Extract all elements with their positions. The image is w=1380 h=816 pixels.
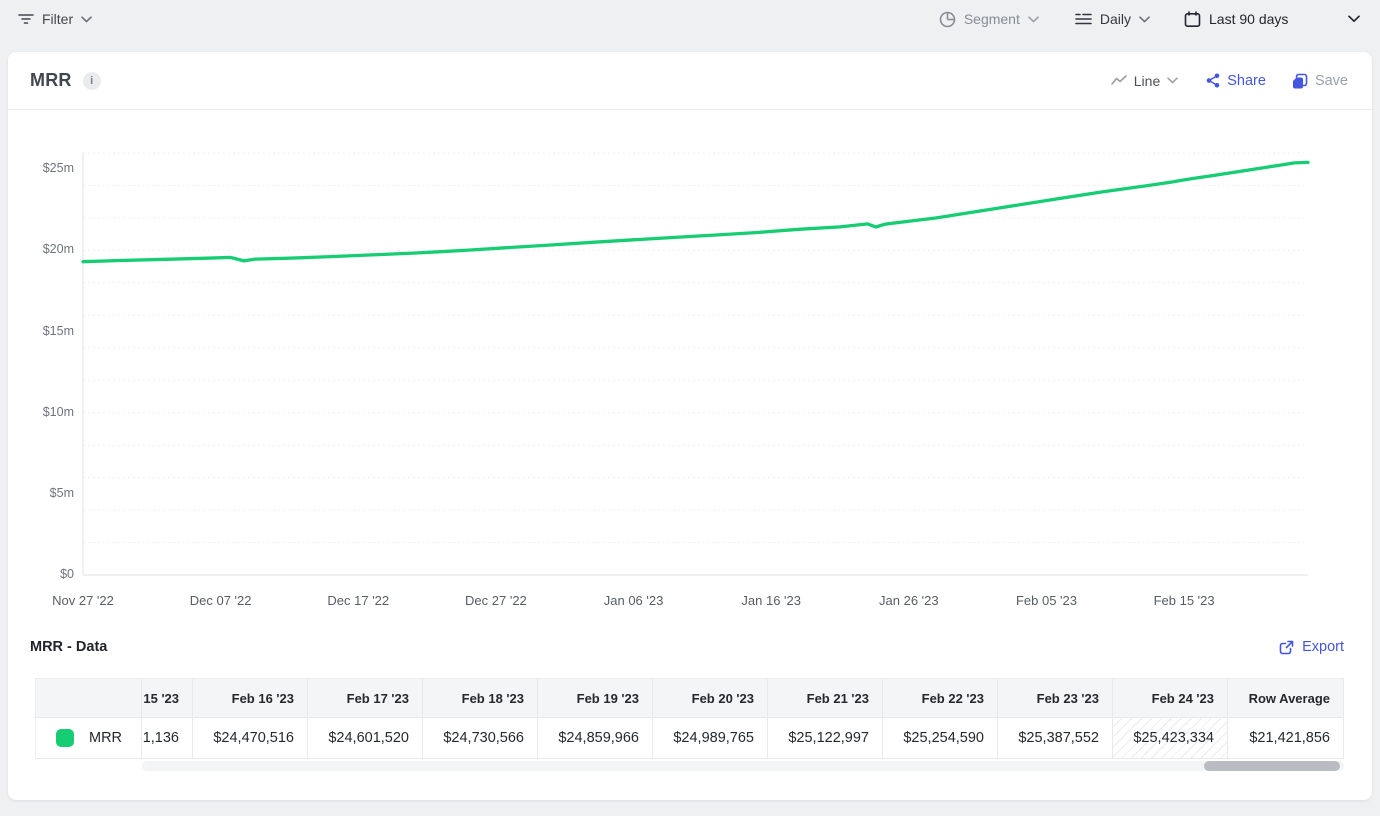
toolbar: Filter Segment Daily <box>0 0 1380 38</box>
segment-label: Segment <box>963 11 1020 27</box>
x-axis-label: Dec 07 '22 <box>189 593 252 608</box>
value-cell: $24,470,516 <box>193 718 308 759</box>
export-label: Export <box>1302 639 1344 655</box>
column-header-cell: Feb 23 '23 <box>998 678 1113 718</box>
row-label-header-cell <box>35 678 142 718</box>
filter-label: Filter <box>42 11 74 27</box>
chevron-down-icon <box>1139 15 1150 23</box>
y-axis-label: $20m <box>42 242 74 257</box>
y-axis-label: $15m <box>42 323 74 338</box>
mrr-data-table: 15 '23 Feb 16 '23 Feb 17 '23 Feb 18 '23 Feb… <box>35 678 1372 759</box>
info-icon[interactable]: i <box>82 71 101 90</box>
calendar-icon <box>1184 10 1201 28</box>
share-icon <box>1206 73 1220 88</box>
x-axis-label: Feb 05 '23 <box>1015 593 1077 608</box>
copy-save-icon <box>1292 73 1308 89</box>
value-cell: $24,859,966 <box>538 718 653 759</box>
date-range-control[interactable]: Last 90 days <box>1184 10 1360 28</box>
value-cell: $21,421,856 <box>1228 718 1344 759</box>
value-cell: $25,387,552 <box>998 718 1113 759</box>
share-button[interactable]: Share <box>1206 73 1266 89</box>
x-axis-label: Jan 26 '23 <box>879 593 939 608</box>
table-header-row: 15 '23 Feb 16 '23 Feb 17 '23 Feb 18 '23 Feb… <box>35 678 1372 718</box>
chart-type-control[interactable]: Line <box>1110 72 1179 89</box>
mrr-card: MRR i Line Share <box>8 52 1372 800</box>
segment-icon <box>939 11 956 28</box>
trend-line-icon <box>1110 75 1127 86</box>
table-title: MRR - Data <box>30 639 108 655</box>
chevron-down-icon <box>1028 15 1039 23</box>
y-axis-label: $25m <box>42 161 74 176</box>
interval-control[interactable]: Daily <box>1075 11 1150 27</box>
value-cell: $24,601,520 <box>308 718 423 759</box>
value-cell-clipped: 1,136 <box>142 718 193 759</box>
horizontal-scrollbar-track[interactable] <box>142 761 1344 771</box>
x-axis-label: Jan 16 '23 <box>741 593 801 608</box>
column-header-cell: Feb 20 '23 <box>653 678 768 718</box>
save-button[interactable]: Save <box>1292 73 1348 89</box>
x-axis-label: Nov 27 '22 <box>52 593 114 608</box>
horizontal-scrollbar-thumb[interactable] <box>1204 761 1340 771</box>
export-button[interactable]: Export <box>1279 639 1344 655</box>
value-cell-incomplete-period: $25,423,334 <box>1113 718 1228 759</box>
x-axis-label: Dec 27 '22 <box>465 593 527 608</box>
export-icon <box>1279 640 1294 655</box>
chevron-down-icon <box>1167 77 1179 84</box>
column-header-cell: Feb 18 '23 <box>423 678 538 718</box>
series-label-cell: MRR <box>35 718 142 759</box>
column-header-cell: Feb 17 '23 <box>308 678 423 718</box>
column-header-cell: Feb 19 '23 <box>538 678 653 718</box>
table-row: MRR 1,136 $24,470,516 $24,601,520 $24,730,… <box>35 718 1372 759</box>
value-cell: $25,254,590 <box>883 718 998 759</box>
series-label: MRR <box>89 730 123 746</box>
column-header-cell: Feb 21 '23 <box>768 678 883 718</box>
value-cell: $24,989,765 <box>653 718 768 759</box>
chevron-down-icon <box>81 15 92 23</box>
page-title: MRR <box>30 70 72 90</box>
mrr-line-chart: $0 $5m $10m $15m $20m $25m Nov 27 '22 Dec 07 '2… <box>8 110 1372 625</box>
column-header-cell-clipped: 15 '23 <box>142 678 193 718</box>
y-axis-label: $0 <box>60 567 74 581</box>
chevron-down-icon <box>1348 15 1360 23</box>
value-cell: $25,122,997 <box>768 718 883 759</box>
chart-type-label: Line <box>1133 72 1161 89</box>
value-cell: $24,730,566 <box>423 718 538 759</box>
data-table-section: MRR - Data Export 15 '23 Feb 16 '23 Feb 1… <box>8 639 1372 771</box>
x-axis-label: Jan 06 '23 <box>603 593 664 608</box>
share-label: Share <box>1227 72 1266 89</box>
x-axis-label: Dec 17 '22 <box>327 593 390 608</box>
y-axis-label: $5m <box>49 485 74 500</box>
filter-icon <box>18 12 34 26</box>
segment-control[interactable]: Segment <box>939 11 1039 28</box>
column-header-cell: Feb 22 '23 <box>883 678 998 718</box>
interval-icon <box>1075 12 1092 26</box>
x-axis-label: Feb 15 '23 <box>1153 593 1215 608</box>
filter-control[interactable]: Filter <box>18 11 92 27</box>
y-axis-label: $10m <box>42 404 74 419</box>
interval-label: Daily <box>1099 11 1131 27</box>
series-color-swatch <box>56 729 74 747</box>
column-header-cell: Feb 16 '23 <box>193 678 308 718</box>
save-label: Save <box>1314 72 1348 89</box>
chart-canvas <box>81 152 1310 576</box>
column-header-cell: Row Average <box>1228 678 1344 718</box>
column-header-cell: Feb 24 '23 <box>1113 678 1228 718</box>
card-header: MRR i Line Share <box>8 52 1372 110</box>
date-range-label: Last 90 days <box>1209 11 1289 27</box>
